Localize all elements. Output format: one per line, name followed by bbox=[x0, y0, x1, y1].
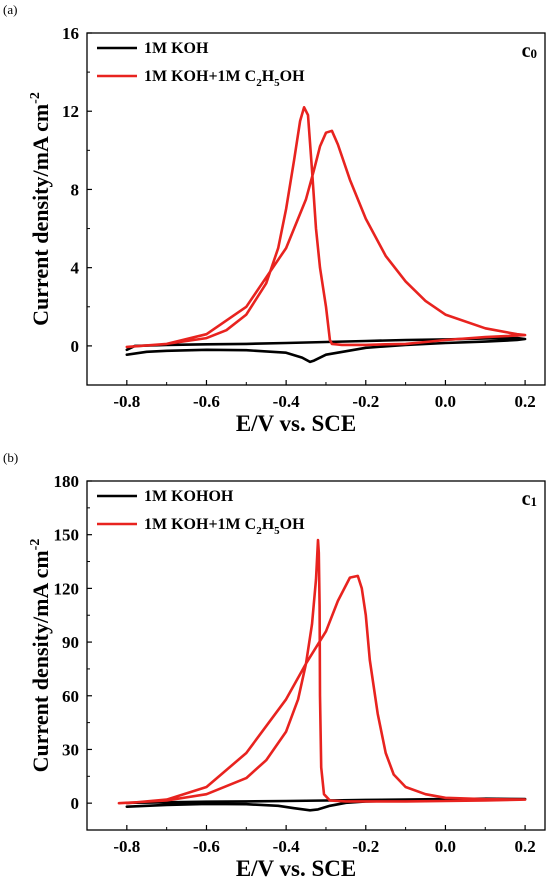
legend-label-0: 1M KOH bbox=[144, 40, 209, 57]
x-tick-label: -0.4 bbox=[273, 837, 300, 856]
y-tick-label: 90 bbox=[62, 633, 79, 652]
y-tick-label: 0 bbox=[71, 337, 80, 356]
chart-panel-1: (b) -0.8 -0.6 -0.4 -0.2 0.0 0.2 0 30 60 90 120 150 18… bbox=[3, 450, 546, 881]
x-tick-label: -0.2 bbox=[352, 392, 379, 411]
y-tick-label: 150 bbox=[54, 526, 80, 545]
y-tick-label: 16 bbox=[62, 24, 79, 43]
series-line-1 bbox=[125, 106, 527, 349]
y-tick-label: 60 bbox=[62, 687, 79, 706]
y-axis-label: Current density/mA cm-2 bbox=[28, 92, 53, 326]
chart-panel-0: (a) -0.8 -0.6 -0.4 -0.2 0.0 0.2 0 4 8 12 16 E/V vs. … bbox=[3, 2, 546, 436]
x-tick-label: 0.0 bbox=[435, 392, 456, 411]
y-tick-label: 12 bbox=[62, 102, 79, 121]
corner-tag: c1 bbox=[522, 488, 537, 510]
panel-label: (a) bbox=[3, 2, 17, 17]
x-tick-label: -0.6 bbox=[193, 392, 220, 411]
series-line-1 bbox=[117, 538, 527, 805]
x-axis-label: E/V vs. SCE bbox=[236, 856, 356, 881]
x-tick-label: -0.8 bbox=[113, 837, 140, 856]
x-tick-label: 0.0 bbox=[435, 837, 456, 856]
y-tick-label: 8 bbox=[71, 180, 80, 199]
y-tick-label: 0 bbox=[71, 794, 80, 813]
y-tick-label: 4 bbox=[71, 259, 80, 278]
x-tick-label: -0.4 bbox=[273, 392, 300, 411]
legend-label-1: 1M KOH+1M C2H5OH bbox=[144, 516, 305, 537]
y-tick-label: 30 bbox=[62, 740, 79, 759]
x-tick-label: -0.6 bbox=[193, 837, 220, 856]
plot-frame bbox=[86, 480, 546, 831]
legend-label-1: 1M KOH+1M C2H5OH bbox=[144, 68, 305, 89]
legend-label-0: 1M KOHOH bbox=[144, 488, 234, 505]
plot-frame bbox=[86, 32, 546, 386]
x-tick-label: -0.2 bbox=[352, 837, 379, 856]
y-tick-label: 180 bbox=[54, 472, 80, 491]
corner-tag: c0 bbox=[522, 40, 537, 62]
x-tick-label: 0.2 bbox=[514, 392, 535, 411]
x-tick-label: -0.8 bbox=[113, 392, 140, 411]
y-axis-label: Current density/mA cm-2 bbox=[28, 539, 53, 773]
series-line-0 bbox=[125, 336, 527, 364]
x-tick-label: 0.2 bbox=[514, 837, 535, 856]
x-axis-label: E/V vs. SCE bbox=[236, 411, 356, 436]
y-tick-label: 120 bbox=[54, 579, 80, 598]
panel-label: (b) bbox=[3, 450, 18, 465]
